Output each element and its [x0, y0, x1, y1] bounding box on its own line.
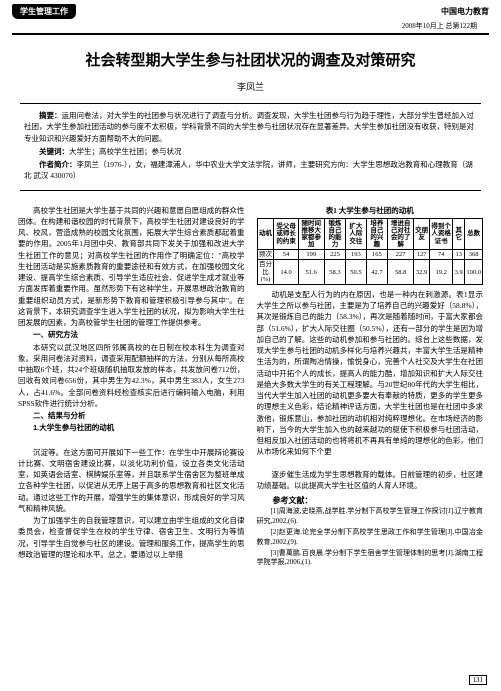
authorbio-text: 李凤兰（1976-），女，福建漳浦人，华中农业大学文法学院，讲师，主要研究方向：… — [24, 160, 473, 180]
td: 58.8 — [388, 260, 414, 284]
th: 培养自己的兴趣 — [366, 218, 388, 250]
para: 逐步催生活成为学生思想教育的载体。日前管理的初步，社区建功绩基础。以此提高大学生… — [257, 469, 484, 492]
reference-item: [1]周海波,史晓燕,战学胜.学分制下高校学生管理工作探讨[J].辽宁教育研究,… — [257, 507, 484, 527]
th: 交朋友 — [414, 218, 430, 250]
th: 扩大人际交往 — [346, 218, 366, 250]
issue-line: 2008年10月上 总第122期 — [12, 21, 489, 35]
body-columns: 高校学生社团是大学生基于共同的兴趣和意愿自愿组成的群众性团体。在构建和谐校园的时… — [0, 199, 501, 570]
td: 227 — [388, 250, 414, 260]
references-heading: 参考文献： — [257, 495, 484, 506]
references-block: 参考文献： [1]周海波,史晓燕,战学胜.学分制下高校学生管理工作探讨[J].辽… — [257, 495, 484, 568]
reference-item: [3]曹萬鹏.百良晨.学分制下学生宿舍学生管理体制的思考[J].湖南工程学院学报… — [257, 549, 484, 569]
table-row: 频次 54 199 225 193 165 227 127 74 13 368 — [257, 250, 483, 260]
td: 50.5 — [346, 260, 366, 284]
td: 165 — [366, 250, 388, 260]
td: 199 — [298, 250, 324, 260]
abstract-block: 摘要：运用问卷法，对大学生的社团参与状况进行了调查与分析。调查发现，大学生社团参… — [20, 103, 481, 191]
article-title: 社会转型期大学生参与社团状况的调查及对策研究 — [0, 49, 501, 70]
td: 42.7 — [366, 260, 388, 284]
header-bar: 学生管理工作 中国电力教育 — [0, 0, 501, 21]
td: 193 — [346, 250, 366, 260]
td: 54 — [274, 250, 298, 260]
page-number: 131 — [469, 675, 488, 685]
td: 32.9 — [414, 260, 430, 284]
td: 100.0 — [465, 260, 483, 284]
journal-name: 中国电力教育 — [441, 6, 489, 17]
para: 沉淀等。在这方面可开展如下一些工作：在学生中开展辩论赛设计比赛、文明宿舍建设比赛… — [18, 447, 245, 515]
authorbio-label: 作者简介： — [39, 160, 77, 169]
right-column: 表1 大学生参与社团的动机 动机 受父母或师长的约束 随时间推移大家都参加 锻炼… — [257, 205, 484, 570]
section-heading: 一、研究方法 — [18, 329, 245, 340]
keywords-line: 关键词：大学生；高校学生社团；参与状况 — [24, 146, 477, 157]
abstract-label: 摘要： — [39, 111, 62, 120]
th: 其它 — [453, 218, 465, 250]
th: 随时间推移大家都参加 — [298, 218, 324, 250]
td: 百分比(%) — [257, 260, 274, 284]
td: 127 — [414, 250, 430, 260]
th: 动机 — [257, 218, 274, 250]
th: 锻炼自己的能力 — [324, 218, 346, 250]
keywords-text: 大学生；高校学生社团；参与状况 — [69, 147, 182, 156]
author-name: 李凤兰 — [0, 80, 501, 93]
subsection-heading: 1.大学生参与社团的动机 — [18, 422, 245, 433]
td: 频次 — [257, 250, 274, 260]
td: 74 — [430, 250, 453, 260]
th: 受父母或师长的约束 — [274, 218, 298, 250]
data-table: 动机 受父母或师长的约束 随时间推移大家都参加 锻炼自己的能力 扩大人际交往 培… — [257, 218, 484, 285]
abstract-line: 摘要：运用问卷法，对大学生的社团参与状况进行了调查与分析。调查发现，大学生社团参… — [24, 110, 477, 144]
th: 总数 — [465, 218, 483, 250]
td: 14.0 — [274, 260, 298, 284]
keywords-label: 关键词： — [39, 147, 69, 156]
para: 高校学生社团是大学生基于共同的兴趣和意愿自愿组成的群众性团体。在构建和谐校园的时… — [18, 205, 245, 329]
para: 为了加强学生的自我管理意识，可以建立由学生组成的文化自律委员会，检查督促学生在校… — [18, 515, 245, 560]
th: 得到个人资格证书 — [430, 218, 453, 250]
td: 51.6 — [298, 260, 324, 284]
td: 225 — [324, 250, 346, 260]
td: 13 — [453, 250, 465, 260]
authorbio-line: 作者简介：李凤兰（1976-），女，福建漳浦人，华中农业大学文法学院，讲师，主要… — [24, 159, 477, 182]
td: 3.9 — [453, 260, 465, 284]
td: 368 — [465, 250, 483, 260]
para: 本研究以武汉地区四所邻属高校的在日制在校本科生为调查对象。采用问卷法对资料，调查… — [18, 342, 245, 410]
table-row: 百分比(%) 14.0 51.6 58.3 50.5 42.7 58.8 32.… — [257, 260, 483, 284]
section-heading: 二、结果与分析 — [18, 410, 245, 421]
reference-item: [2]赵更海.论完全学分制下高校学生思政工作和学生管理[J].中国冶金教育,20… — [257, 528, 484, 548]
left-column: 高校学生社团是大学生基于共同的兴趣和意愿自愿组成的群众性团体。在构建和谐校园的时… — [18, 205, 245, 570]
table-header-row: 动机 受父母或师长的约束 随时间推移大家都参加 锻炼自己的能力 扩大人际交往 培… — [257, 218, 483, 250]
th: 增进自己对社会的了解 — [388, 218, 414, 250]
td: 19.2 — [430, 260, 453, 284]
td: 58.3 — [324, 260, 346, 284]
para: 动机是支配人行为的内在原因，也是一种内在刺激源。表1显示大学生之所以参与社团，主… — [257, 289, 484, 458]
abstract-text: 运用问卷法，对大学生的社团参与状况进行了调查与分析。调查发现，大学生社团参与行为… — [24, 111, 474, 143]
section-label: 学生管理工作 — [12, 4, 76, 19]
table-caption: 表1 大学生参与社团的动机 — [257, 205, 484, 216]
